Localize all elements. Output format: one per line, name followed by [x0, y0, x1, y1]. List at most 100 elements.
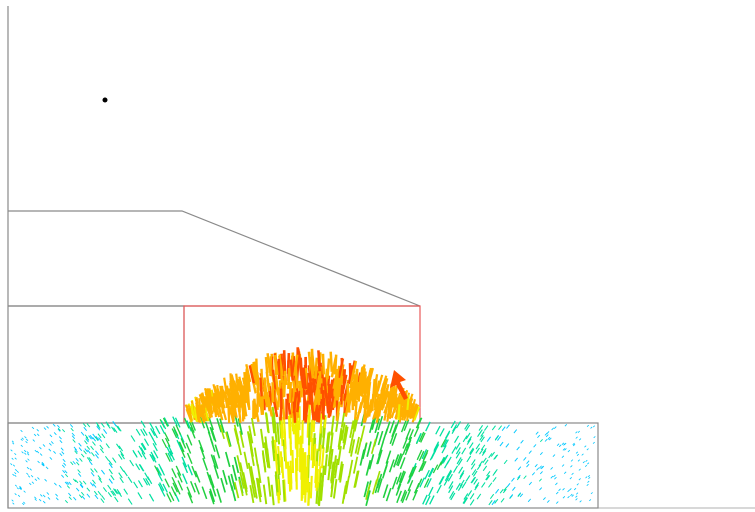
vector-arrow [506, 483, 511, 488]
vector-arrow [474, 482, 480, 489]
vector-arrow [259, 377, 263, 397]
vector-arrow [248, 365, 256, 384]
vector-arrow [107, 491, 112, 498]
vector-arrow [435, 425, 441, 435]
vector-arrow [195, 402, 201, 418]
vector-arrow [420, 432, 426, 443]
vector-arrow [177, 480, 184, 491]
vector-arrow [220, 385, 225, 403]
vector-arrow [12, 442, 15, 445]
vector-arrow [14, 493, 17, 496]
vector-arrow [575, 492, 579, 495]
vector-arrow [469, 493, 475, 500]
vector-arrow [140, 447, 146, 455]
vector-arrow [182, 473, 188, 485]
vector-arrow [354, 436, 360, 454]
vector-arrow [185, 404, 192, 419]
vector-arrow [538, 478, 542, 482]
vector-arrow [156, 467, 162, 476]
vector-arrow [503, 486, 508, 491]
vector-arrow [220, 477, 226, 493]
vector-arrow [546, 500, 550, 503]
vector-arrow [88, 460, 93, 466]
vector-arrow [256, 464, 262, 484]
vector-arrow [119, 477, 124, 484]
vector-arrow [37, 477, 40, 480]
vector-arrow [498, 425, 503, 431]
vector-arrow [95, 454, 99, 459]
vector-arrow [66, 485, 71, 489]
vector-arrow [536, 467, 540, 471]
vector-arrow [312, 443, 317, 467]
vector-arrow [165, 452, 171, 462]
vector-arrow [459, 479, 465, 487]
vector-arrow [148, 431, 154, 440]
vector-arrow [256, 387, 263, 407]
vector-arrow [376, 449, 382, 465]
vector-arrow [465, 432, 471, 440]
vector-arrow [347, 381, 355, 401]
vector-arrow [149, 422, 155, 431]
vector-arrow [373, 374, 379, 392]
vector-arrow [592, 425, 596, 428]
vector-arrow [413, 482, 420, 494]
vector-arrow [282, 375, 287, 397]
vector-arrow [39, 494, 43, 497]
vector-arrow [176, 439, 183, 451]
vector-arrow [12, 502, 15, 505]
vector-arrow [558, 444, 562, 448]
vector-arrow [389, 420, 395, 434]
vector-arrow [476, 493, 482, 500]
vector-arrow [80, 453, 85, 458]
vector-arrow [94, 494, 99, 500]
vector-arrow [413, 406, 421, 421]
vector-arrow [592, 441, 595, 444]
vector-arrow [555, 482, 558, 486]
vector-arrow [253, 447, 259, 467]
vector-arrow [452, 465, 459, 473]
vector-arrow [486, 436, 491, 442]
vector-arrow [237, 382, 245, 401]
vector-arrow [47, 496, 51, 500]
vector-arrow [225, 431, 231, 448]
vector-arrow [252, 361, 260, 381]
vector-arrow [39, 453, 43, 456]
vector-arrow [371, 393, 375, 412]
vector-arrow [585, 459, 588, 462]
vector-arrow [186, 452, 193, 465]
vector-arrow [163, 417, 170, 427]
vector-arrow [150, 427, 156, 437]
vector-arrow [443, 477, 449, 486]
vector-arrow [516, 476, 521, 481]
vector-arrow [405, 439, 412, 452]
vector-arrow [159, 466, 166, 476]
vector-arrow [388, 402, 393, 420]
vector-arrow [534, 464, 538, 468]
vector-arrow [550, 467, 554, 470]
vector-arrow [475, 443, 481, 450]
vector-arrow [142, 428, 148, 436]
vector-arrow [49, 442, 52, 446]
vector-arrow [361, 442, 368, 460]
vector-arrow [157, 472, 163, 482]
vector-arrow [90, 452, 95, 457]
vector-arrow [410, 403, 418, 418]
vector-arrow [216, 488, 222, 503]
vector-arrow [488, 452, 493, 459]
vector-arrow [452, 424, 458, 432]
vector-arrow [539, 465, 542, 469]
vector-arrow [188, 421, 195, 433]
vector-arrow [562, 448, 566, 451]
vector-arrow [41, 463, 45, 467]
vector-arrow [471, 459, 476, 466]
vector-arrow [271, 382, 275, 403]
vector-arrow [439, 428, 445, 437]
vector-arrow [88, 435, 92, 440]
vector-arrow [391, 476, 398, 490]
vector-arrow [380, 394, 389, 411]
vector-arrow [280, 456, 285, 479]
vector-arrow [250, 479, 256, 498]
vector-arrow [119, 450, 125, 457]
vector-arrow [372, 378, 376, 397]
vector-arrow [140, 428, 146, 437]
